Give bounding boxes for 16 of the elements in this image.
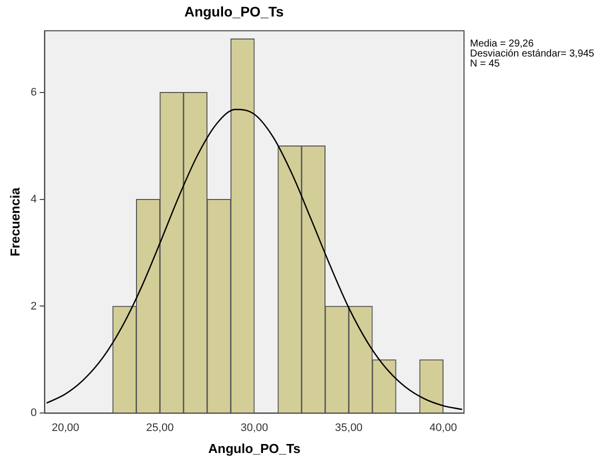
chart-title: Angulo_PO_Ts: [184, 3, 284, 20]
x-tick-label: 40,00: [429, 422, 457, 434]
x-tick-label: 35,00: [335, 422, 363, 434]
text: Media = 29,26: [470, 38, 534, 50]
y-axis-title: Frecuencia: [7, 186, 22, 256]
x-tick-label: 30,00: [240, 422, 268, 434]
y-tick-label: 2: [30, 300, 37, 312]
x-tick-label: 20,00: [52, 422, 80, 434]
x-tick-label: 25,00: [146, 422, 174, 434]
line-series: [46, 108, 463, 410]
text: N = 45: [470, 58, 500, 70]
y-tick-label: 6: [30, 86, 37, 98]
text: Desviación estándar= 3,945: [470, 48, 595, 60]
x-axis-title: Angulo_PO_Ts: [208, 440, 300, 456]
y-tick-label: 0: [30, 407, 37, 420]
y-tick-label: 4: [30, 193, 37, 206]
